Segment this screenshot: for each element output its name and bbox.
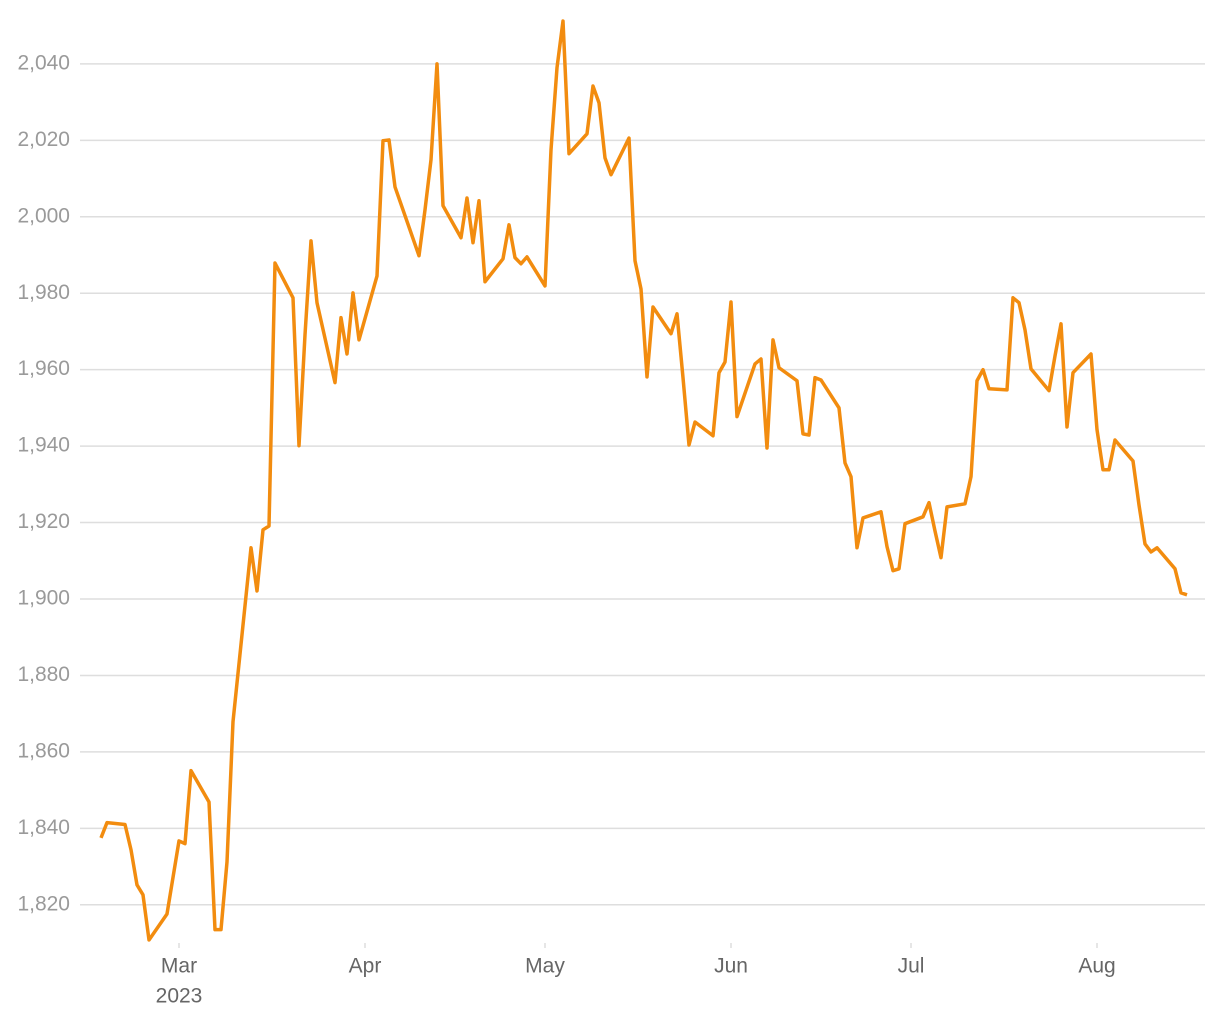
x-tick-label: Jul xyxy=(898,955,925,978)
y-tick-label: 1,880 xyxy=(17,663,70,686)
y-tick-label: 2,020 xyxy=(17,128,70,151)
x-tick-label: May xyxy=(525,955,565,978)
y-tick-label: 2,000 xyxy=(17,204,70,227)
y-tick-label: 1,980 xyxy=(17,281,70,304)
x-year-label: 2023 xyxy=(156,985,203,1008)
line xyxy=(99,19,1188,942)
y-tick-label: 1,840 xyxy=(17,816,70,839)
y-tick-label: 1,820 xyxy=(17,892,70,915)
x-tick-label: Jun xyxy=(714,955,748,978)
y-tick-label: 1,960 xyxy=(17,357,70,380)
y-tick-label: 1,940 xyxy=(17,434,70,457)
y-tick-label: 1,900 xyxy=(17,587,70,610)
y-tick-label: 2,040 xyxy=(17,51,70,74)
y-tick-label: 1,920 xyxy=(17,510,70,533)
y-tick-label: 1,860 xyxy=(17,739,70,762)
x-tick-label: Mar xyxy=(161,955,197,978)
x-tick-label: Aug xyxy=(1078,955,1115,978)
x-tick-label: Apr xyxy=(349,955,382,978)
